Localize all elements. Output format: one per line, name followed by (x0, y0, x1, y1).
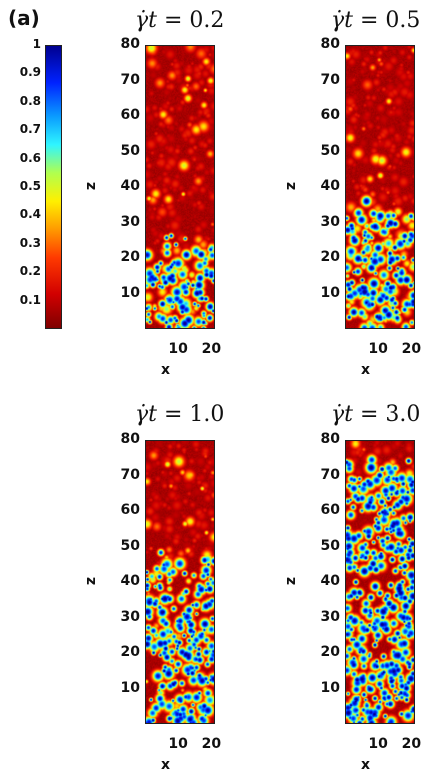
colorbar-tick-label: 0.2 (19, 264, 41, 279)
z-tick-label: 20 (120, 249, 140, 265)
z-tick-label: 80 (120, 431, 140, 447)
z-tick-label: 70 (320, 466, 340, 483)
z-tick-label: 80 (320, 431, 340, 447)
z-tick-label: 10 (120, 284, 140, 301)
z-axis-label: z (83, 181, 100, 191)
heatmap-frame (345, 45, 415, 329)
panel-label: (a) (8, 6, 40, 30)
z-tick-label: 60 (120, 502, 140, 518)
colorbar-tick-label: 0.9 (19, 65, 41, 80)
x-axis-label: x (361, 362, 371, 378)
z-tick-label: 30 (120, 213, 140, 230)
colorbar-tick-label: 0.8 (19, 93, 41, 108)
colorbar-tick-label: 1 (32, 37, 41, 51)
z-tick-label: 50 (120, 142, 140, 159)
colorbar-tick-label: 0.7 (19, 122, 41, 137)
x-tick-label: 20 (201, 736, 222, 752)
z-axis-label: z (83, 576, 100, 586)
panel-title: γ̇t = 0.2 (135, 8, 225, 33)
panel-time-value: 3.0 (385, 402, 421, 427)
panel-title: γ̇t = 0.5 (331, 8, 421, 33)
z-tick-label: 20 (120, 644, 140, 660)
heatmap-frame (145, 440, 215, 724)
z-tick-label: 30 (320, 213, 340, 230)
z-tick-label: 70 (320, 71, 340, 88)
x-tick-label: 20 (201, 341, 222, 357)
z-tick-label: 60 (320, 107, 340, 123)
z-tick-label: 50 (320, 142, 340, 159)
heatmap-frame (345, 440, 415, 724)
x-tick-label: 10 (168, 736, 188, 752)
z-axis-label: z (283, 576, 300, 586)
x-axis-label: x (161, 757, 171, 773)
heatmap-field (346, 46, 414, 328)
z-tick-label: 20 (320, 644, 340, 660)
colorbar-tick-label: 0.6 (19, 150, 41, 165)
z-tick-label: 40 (320, 573, 340, 589)
z-tick-label: 10 (120, 679, 140, 696)
z-tick-label: 50 (120, 537, 140, 554)
colorbar-tick-label: 0.1 (19, 292, 41, 307)
z-tick-label: 70 (120, 466, 140, 483)
z-axis-label: z (283, 181, 300, 191)
colorbar-tick-label: 0.3 (19, 235, 41, 250)
heatmap-frame (145, 45, 215, 329)
x-axis-label: x (161, 362, 171, 378)
z-tick-label: 50 (320, 537, 340, 554)
x-tick-label: 10 (368, 341, 388, 357)
z-tick-label: 30 (320, 608, 340, 625)
panel-time-value: 1.0 (189, 402, 225, 427)
heatmap-field (146, 46, 214, 328)
x-tick-label: 10 (368, 736, 388, 752)
panel-time-value: 0.2 (189, 8, 225, 33)
z-tick-label: 80 (320, 36, 340, 52)
z-tick-label: 80 (120, 36, 140, 52)
colorbar-tick-label: 0.5 (19, 179, 41, 193)
x-axis-label: x (361, 757, 371, 773)
colorbar-tick-label: 0.4 (19, 207, 41, 222)
z-tick-label: 70 (120, 71, 140, 88)
z-tick-label: 20 (320, 249, 340, 265)
z-tick-label: 60 (320, 502, 340, 518)
z-tick-label: 40 (120, 573, 140, 589)
panel-title: γ̇t = 1.0 (135, 402, 225, 427)
z-tick-label: 30 (120, 608, 140, 625)
x-tick-label: 20 (401, 736, 422, 752)
x-tick-label: 20 (401, 341, 422, 357)
z-tick-label: 60 (120, 107, 140, 123)
colorbar (45, 45, 62, 329)
z-tick-label: 40 (320, 178, 340, 194)
z-tick-label: 10 (320, 284, 340, 301)
z-tick-label: 40 (120, 178, 140, 194)
panel-title: γ̇t = 3.0 (331, 402, 421, 427)
heatmap-field (146, 441, 214, 723)
heatmap-field (346, 441, 414, 723)
x-tick-label: 10 (168, 341, 188, 357)
panel-time-value: 0.5 (385, 8, 421, 33)
z-tick-label: 10 (320, 679, 340, 696)
